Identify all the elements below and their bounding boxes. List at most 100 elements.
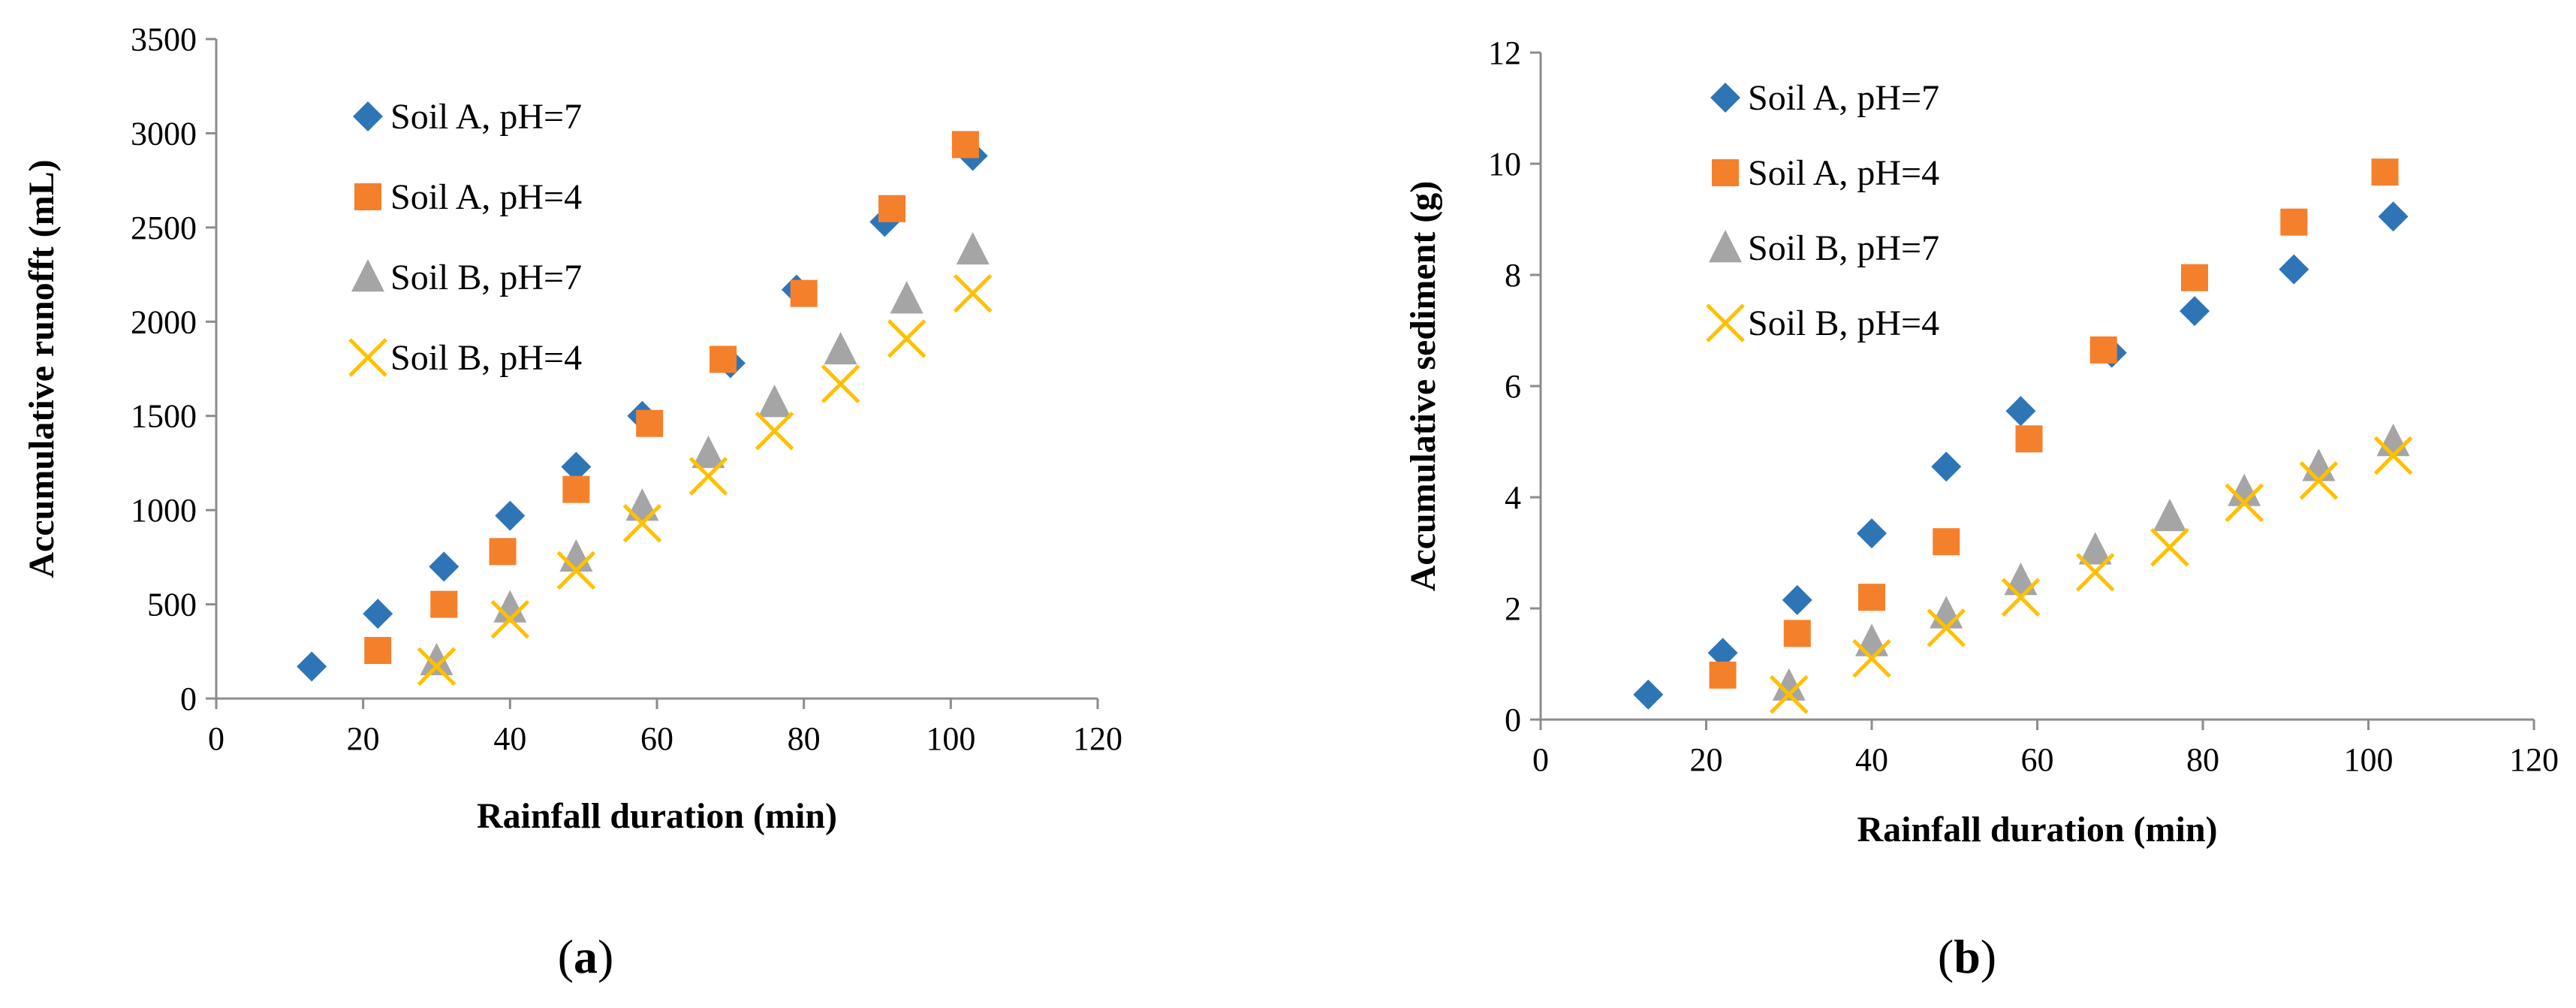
series-soil-b-ph-4 [1769, 436, 2413, 714]
legend: Soil A, pH=7 Soil A, pH=4 Soil B, pH=7 Soil… [348, 97, 582, 378]
x-tick-label: 0 [208, 720, 224, 757]
data-point [561, 451, 592, 482]
data-point [2150, 527, 2189, 567]
data-point [429, 551, 459, 582]
data-point [625, 488, 659, 521]
data-point [2089, 336, 2117, 364]
data-point [1707, 638, 1738, 668]
legend-marker [354, 183, 381, 210]
data-point [2180, 264, 2208, 291]
x-tick-label: 80 [788, 720, 821, 757]
data-point [887, 319, 926, 358]
data-point [755, 412, 794, 451]
series-soil-a-ph-4 [1709, 158, 2399, 689]
data-point [2075, 553, 2115, 592]
panel-label: (a) [558, 930, 614, 983]
y-tick-label: 3000 [131, 115, 197, 152]
y-tick-label: 4 [1505, 479, 1521, 516]
x-tick-label: 40 [493, 720, 526, 757]
data-point [2373, 436, 2413, 475]
data-point [1709, 661, 1737, 689]
y-tick-label: 10 [1488, 146, 1521, 183]
series-soil-b-ph-7 [1772, 424, 2410, 701]
y-tick-label: 2 [1505, 590, 1521, 627]
data-point [1857, 518, 1887, 549]
legend-marker [1712, 159, 1739, 186]
data-point [758, 385, 791, 418]
data-point [297, 651, 327, 682]
y-axis-title: Accumulative runofft (mL) [22, 159, 62, 578]
data-point [2299, 461, 2339, 500]
data-point [878, 195, 906, 222]
chart-panel-a: 0 500 1000 1500 2000 2500 3000 3500 0 20 40 60 80 100… [22, 21, 1122, 983]
legend-label: Soil A, pH=7 [1748, 78, 1939, 118]
data-point [556, 551, 596, 590]
data-point [2378, 201, 2409, 232]
series-soil-a-ph-7 [1633, 201, 2409, 710]
data-point [790, 279, 818, 307]
data-point [688, 457, 728, 496]
data-point [2078, 532, 2112, 565]
y-tick-label: 1000 [131, 492, 197, 529]
data-point [1858, 584, 1885, 611]
data-point [1633, 679, 1664, 710]
legend-marker [1710, 83, 1740, 113]
data-point [2279, 254, 2309, 285]
data-point [636, 409, 664, 437]
x-axis-title: Rainfall duration (min) [477, 796, 837, 836]
data-point [821, 364, 860, 403]
legend-marker [1709, 230, 1742, 263]
y-tick-label: 0 [180, 681, 197, 717]
data-point [1769, 675, 1809, 714]
data-point [1933, 528, 1960, 556]
data-point [2371, 158, 2399, 186]
x-tick-label: 40 [1855, 741, 1888, 778]
legend-label: Soil B, pH=4 [390, 338, 582, 378]
legend-marker [348, 338, 387, 377]
x-tick-label: 60 [640, 720, 673, 757]
x-tick-label: 80 [2186, 741, 2219, 778]
data-point [495, 500, 526, 531]
data-point [2153, 498, 2186, 532]
data-point [417, 647, 456, 687]
legend-marker [1706, 303, 1745, 343]
data-point [2280, 208, 2308, 236]
x-tick-label: 120 [1073, 720, 1122, 757]
y-tick-label: 0 [1505, 702, 1521, 738]
data-point [1931, 451, 1962, 482]
data-point [493, 590, 527, 623]
y-axis-title: Accumulative sediment (g) [1403, 181, 1443, 592]
data-point [890, 281, 923, 314]
data-point [2001, 578, 2041, 617]
x-tick-label: 20 [1690, 741, 1723, 778]
x-axis-title: Rainfall duration (min) [1857, 810, 2217, 850]
panel-label: (b) [1938, 930, 1996, 983]
series-soil-b-ph-7 [420, 231, 990, 676]
data-point [2179, 296, 2210, 327]
data-point [951, 131, 979, 158]
data-point [710, 346, 737, 373]
data-point [1783, 620, 1811, 647]
data-point [1852, 638, 1891, 678]
y-tick-label: 8 [1505, 257, 1521, 294]
y-tick-label: 2500 [131, 210, 197, 246]
y-tick-label: 12 [1488, 35, 1521, 71]
data-point [824, 331, 857, 365]
data-point [1782, 584, 1812, 615]
x-tick-label: 20 [347, 720, 380, 757]
x-tick-label: 60 [2021, 741, 2054, 778]
data-point [953, 273, 993, 313]
data-point [1927, 608, 1966, 647]
legend-label: Soil A, pH=4 [390, 177, 582, 217]
data-point [1930, 596, 1963, 629]
legend-marker [351, 259, 384, 292]
y-tick-label: 1500 [131, 398, 197, 435]
legend-marker [353, 101, 383, 131]
legend-label: Soil A, pH=4 [1748, 153, 1939, 193]
series-soil-a-ph-4 [364, 131, 979, 665]
data-point [2376, 424, 2410, 457]
x-tick-label: 0 [1532, 741, 1549, 778]
legend-label: Soil A, pH=7 [390, 97, 582, 137]
